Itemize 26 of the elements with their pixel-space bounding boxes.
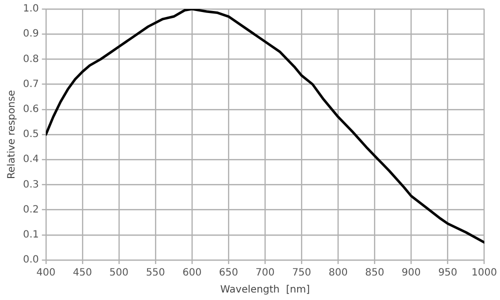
x-tick-label: 450 (72, 268, 92, 279)
y-tick-label: 0.3 (22, 179, 39, 190)
x-tick-label: 800 (328, 268, 348, 279)
y-tick-label: 0.2 (22, 204, 39, 216)
x-tick-label: 500 (109, 268, 129, 279)
y-tick-label: 0.8 (22, 54, 39, 65)
x-tick-label: 550 (146, 268, 166, 279)
x-tick-label: 700 (256, 268, 275, 279)
x-tick-label: 900 (402, 268, 421, 279)
y-tick-label: 0.4 (22, 154, 39, 166)
x-tick-label: 950 (438, 268, 458, 279)
y-tick-label: 1.0 (22, 4, 39, 15)
x-tick-label: 750 (292, 268, 312, 279)
x-tick-label: 1000 (472, 268, 497, 279)
x-tick-label: 600 (182, 268, 202, 279)
x-axis-title: Wavelength [nm] (220, 284, 310, 296)
y-tick-label: 0.0 (22, 254, 39, 266)
y-tick-label: 0.9 (22, 28, 39, 40)
x-tick-label: 850 (365, 268, 384, 279)
y-axis-title: Relative response (6, 90, 18, 179)
y-tick-label: 0.6 (22, 104, 39, 115)
y-tick-label: 0.5 (22, 129, 39, 140)
x-tick-label: 650 (219, 268, 238, 279)
x-tick-label: 400 (36, 268, 56, 279)
y-tick-label: 0.1 (22, 229, 39, 240)
y-tick-label: 0.7 (22, 78, 39, 90)
